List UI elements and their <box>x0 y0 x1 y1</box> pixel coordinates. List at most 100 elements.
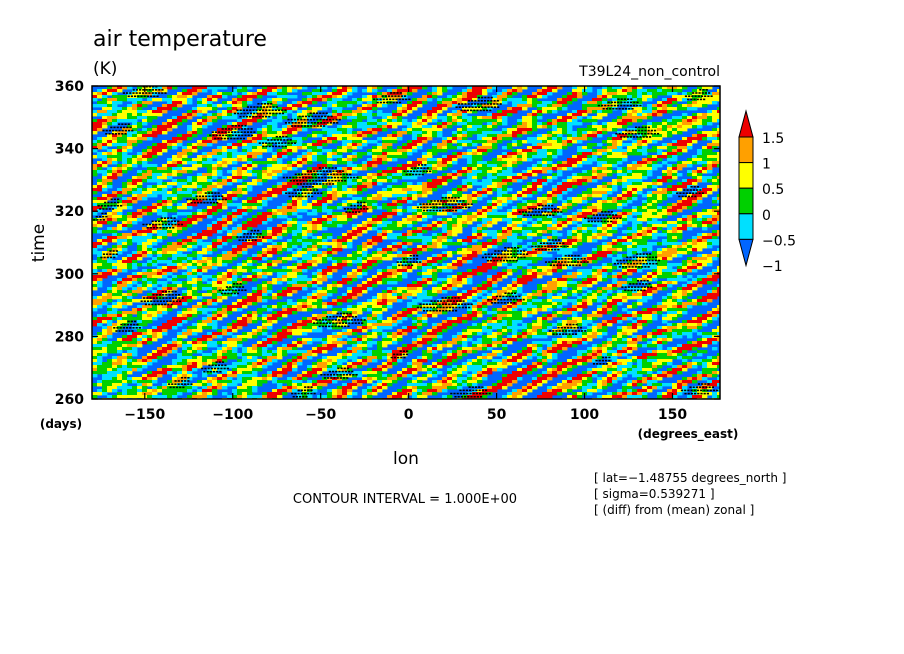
heatmap-cell <box>392 155 398 159</box>
heatmap-cell <box>227 161 233 165</box>
heatmap-cell <box>237 176 243 180</box>
heatmap-cell <box>127 98 133 102</box>
heatmap-cell <box>147 191 153 195</box>
heatmap-cell <box>452 170 458 174</box>
heatmap-cell <box>137 134 143 138</box>
heatmap-cell <box>552 191 558 195</box>
heatmap-cell <box>467 149 473 153</box>
heatmap-cell <box>577 209 583 213</box>
heatmap-cell <box>602 158 608 162</box>
heatmap-cell <box>717 113 720 117</box>
heatmap-cell <box>642 92 648 96</box>
heatmap-cell <box>197 191 203 195</box>
heatmap-cell <box>487 182 493 186</box>
heatmap-cell <box>342 113 348 117</box>
heatmap-cell <box>667 242 673 246</box>
heatmap-cell <box>352 113 358 117</box>
heatmap-cell <box>92 245 98 249</box>
heatmap-cell <box>297 203 303 207</box>
heatmap-cell <box>117 137 123 141</box>
heatmap-cell <box>517 140 523 144</box>
heatmap-cell <box>482 167 488 171</box>
heatmap-cell <box>252 224 258 228</box>
heatmap-cell <box>522 227 528 231</box>
heatmap-cell <box>332 155 338 159</box>
heatmap-cell <box>637 182 643 186</box>
heatmap-cell <box>402 128 408 132</box>
heatmap-cell <box>127 203 133 207</box>
heatmap-cell <box>372 227 378 231</box>
heatmap-cell <box>97 155 103 159</box>
heatmap-cell <box>562 242 568 246</box>
heatmap-cell <box>372 158 378 162</box>
heatmap-cell <box>652 221 658 225</box>
heatmap-cell <box>592 152 598 156</box>
heatmap-cell <box>402 92 408 96</box>
heatmap-cell <box>282 164 288 168</box>
heatmap-cell <box>222 152 228 156</box>
heatmap-cell <box>692 122 698 126</box>
heatmap-cell <box>142 209 148 213</box>
heatmap-cell <box>712 92 718 96</box>
heatmap-cell <box>117 188 123 192</box>
heatmap-cell <box>282 98 288 102</box>
heatmap-cell <box>492 95 498 99</box>
heatmap-cell <box>367 167 373 171</box>
heatmap-cell <box>472 119 478 123</box>
heatmap-cell <box>317 227 323 231</box>
heatmap-cell <box>107 137 113 141</box>
heatmap-cell <box>472 155 478 159</box>
heatmap-cell <box>382 173 388 177</box>
heatmap-cell <box>132 110 138 114</box>
heatmap-cell <box>407 128 413 132</box>
heatmap-cell <box>237 224 243 228</box>
heatmap-cell <box>457 131 463 135</box>
heatmap-cell <box>432 86 438 90</box>
heatmap-cell <box>502 101 508 105</box>
heatmap-cell <box>422 161 428 165</box>
heatmap-cell <box>167 119 173 123</box>
heatmap-cell <box>242 206 248 210</box>
heatmap-cell <box>482 107 488 111</box>
heatmap-cell <box>602 233 608 237</box>
heatmap-cell <box>712 176 718 180</box>
heatmap-cell <box>352 158 358 162</box>
heatmap-cell <box>287 203 293 207</box>
heatmap-cell <box>422 248 428 252</box>
heatmap-cell <box>612 140 618 144</box>
heatmap-cell <box>647 248 653 252</box>
heatmap-cell <box>282 242 288 246</box>
heatmap-cell <box>707 188 713 192</box>
heatmap-cell <box>467 176 473 180</box>
heatmap-cell <box>257 116 263 120</box>
heatmap-cell <box>712 236 718 240</box>
heatmap-cell <box>467 152 473 156</box>
heatmap-cell <box>237 158 243 162</box>
heatmap-cell <box>352 164 358 168</box>
heatmap-cell <box>517 245 523 249</box>
heatmap-cell <box>577 233 583 237</box>
heatmap-cell <box>162 185 168 189</box>
heatmap-cell <box>527 131 533 135</box>
heatmap-cell <box>497 179 503 183</box>
heatmap-cell <box>442 116 448 120</box>
heatmap-cell <box>337 131 343 135</box>
heatmap-cell <box>317 221 323 225</box>
heatmap-cell <box>597 224 603 228</box>
heatmap-cell <box>252 119 258 123</box>
heatmap-cell <box>142 197 148 201</box>
heatmap-cell <box>167 146 173 150</box>
heatmap-cell <box>627 92 633 96</box>
heatmap-cell <box>307 233 313 237</box>
heatmap-cell <box>672 155 678 159</box>
heatmap-cell <box>637 176 643 180</box>
heatmap-cell <box>392 116 398 120</box>
heatmap-cell <box>637 113 643 117</box>
heatmap-cell <box>482 116 488 120</box>
heatmap-cell <box>332 119 338 123</box>
heatmap-cell <box>247 140 253 144</box>
heatmap-cell <box>477 194 483 198</box>
heatmap-cell <box>232 89 238 93</box>
heatmap-cell <box>592 170 598 174</box>
heatmap-cell <box>692 170 698 174</box>
